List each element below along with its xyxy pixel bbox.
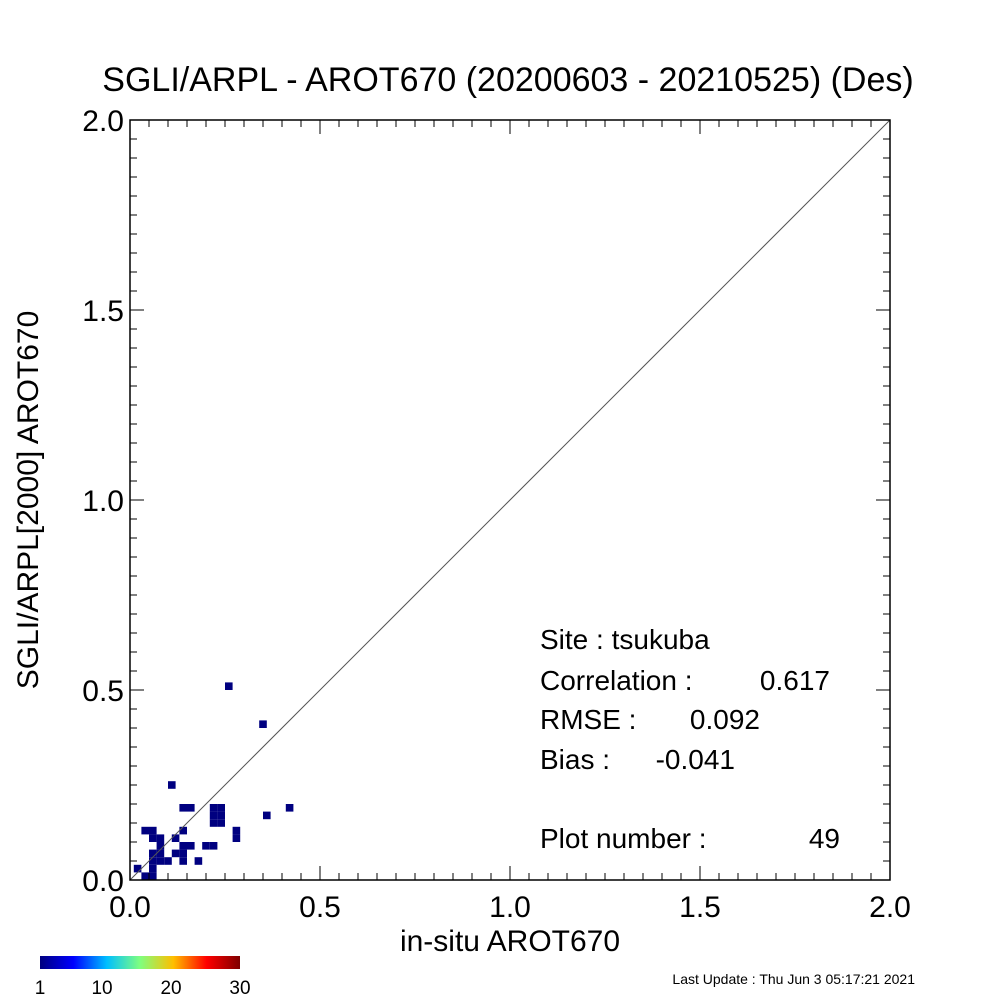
density-cell bbox=[232, 826, 241, 835]
density-cell bbox=[149, 864, 157, 873]
stat-label: Plot number : bbox=[540, 823, 707, 854]
density-cell bbox=[141, 872, 149, 880]
x-tick-label: 1.5 bbox=[679, 891, 721, 924]
density-cell bbox=[156, 842, 165, 850]
colorbar-tick-labels: 1 10 20 30 bbox=[35, 978, 251, 999]
density-cell bbox=[171, 834, 180, 842]
density-cell bbox=[217, 819, 225, 827]
density-cell bbox=[225, 682, 233, 690]
x-tick-label: 1.0 bbox=[489, 891, 531, 924]
x-axis-label: in-situ AROT670 bbox=[400, 925, 620, 958]
density-cell bbox=[156, 857, 165, 865]
density-cell bbox=[149, 849, 157, 858]
y-tick-label: 0.0 bbox=[82, 865, 124, 898]
density-cell bbox=[149, 834, 157, 842]
density-cell bbox=[179, 842, 187, 850]
density-cell bbox=[209, 842, 218, 850]
density-cell bbox=[168, 781, 176, 789]
density-cell bbox=[156, 834, 165, 842]
chart-title: SGLI/ARPL - AROT670 (20200603 - 20210525… bbox=[102, 61, 913, 99]
colorbar bbox=[40, 956, 240, 969]
stat-value: 0.617 bbox=[760, 665, 830, 696]
density-cell bbox=[202, 842, 210, 850]
x-tick-label: 0.0 bbox=[109, 891, 151, 924]
density-cell bbox=[209, 804, 218, 812]
stat-label: Site : tsukuba bbox=[540, 624, 710, 655]
density-cell bbox=[217, 804, 225, 812]
density-cell bbox=[171, 849, 180, 858]
density-cell bbox=[187, 842, 195, 850]
density-cell bbox=[194, 857, 203, 865]
density-cell bbox=[179, 826, 187, 835]
stat-value: 49 bbox=[809, 823, 840, 854]
density-cell bbox=[179, 857, 187, 865]
stat-label: Correlation : bbox=[540, 665, 693, 696]
stat-label: Bias : bbox=[540, 744, 610, 775]
density-cell bbox=[209, 811, 218, 820]
density-cell bbox=[141, 826, 149, 835]
statistics-box: Site : tsukuba Correlation : 0.617 RMSE : 0.… bbox=[540, 624, 840, 854]
density-cell bbox=[187, 804, 195, 812]
stat-value: -0.041 bbox=[656, 744, 735, 775]
density-cell bbox=[263, 811, 271, 820]
density-cell bbox=[149, 857, 157, 865]
density-cells bbox=[133, 682, 294, 880]
y-axis-label: SGLI/ARPL[2000] AROT670 bbox=[12, 311, 45, 690]
colorbar-tick-label: 20 bbox=[160, 978, 181, 999]
density-cell bbox=[259, 720, 267, 728]
y-tick-label: 1.0 bbox=[82, 485, 124, 518]
last-update-text: Last Update : Thu Jun 3 05:17:21 2021 bbox=[672, 971, 915, 987]
density-cell bbox=[164, 857, 172, 865]
density-cell bbox=[133, 864, 142, 873]
density-cell bbox=[285, 804, 294, 812]
density-cell bbox=[179, 849, 187, 858]
y-tick-label: 1.5 bbox=[82, 295, 124, 328]
density-cell bbox=[149, 872, 157, 880]
stat-value: 0.092 bbox=[690, 704, 760, 735]
y-tick-label: 2.0 bbox=[82, 105, 124, 138]
density-cell bbox=[232, 834, 241, 842]
density-cell bbox=[179, 804, 187, 812]
stat-label: RMSE : bbox=[540, 704, 636, 735]
axis-tick-labels: 0.0 0.5 1.0 1.5 2.0 0.0 0.5 1.0 1.5 2.0 bbox=[82, 105, 911, 924]
y-tick-label: 0.5 bbox=[82, 675, 124, 708]
axis-ticks bbox=[129, 119, 891, 881]
x-tick-label: 2.0 bbox=[869, 891, 911, 924]
colorbar-tick-label: 1 bbox=[35, 978, 46, 999]
density-cell bbox=[156, 849, 165, 858]
density-cell bbox=[209, 819, 218, 827]
colorbar-tick-label: 30 bbox=[229, 978, 250, 999]
x-tick-label: 0.5 bbox=[299, 891, 341, 924]
density-cell bbox=[149, 826, 157, 835]
colorbar-tick-label: 10 bbox=[91, 978, 112, 999]
density-cell bbox=[217, 811, 225, 820]
one-to-one-line bbox=[129, 119, 891, 881]
